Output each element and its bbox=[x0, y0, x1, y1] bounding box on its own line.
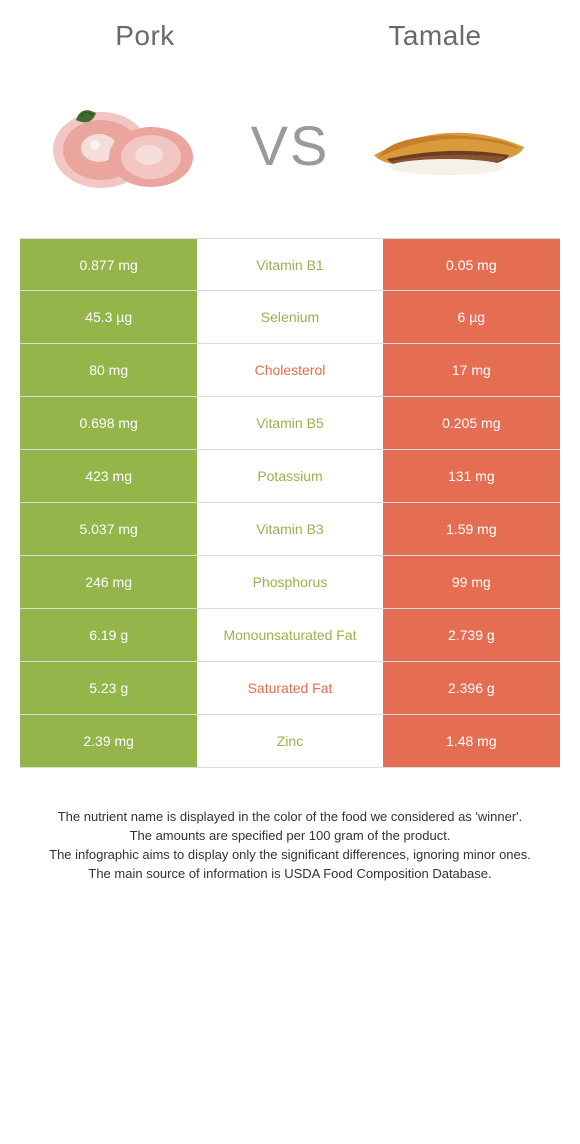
cell-right-value: 17 mg bbox=[383, 344, 560, 396]
cell-right-value: 99 mg bbox=[383, 556, 560, 608]
cell-nutrient-label: Saturated Fat bbox=[197, 662, 382, 714]
pork-icon bbox=[41, 85, 221, 205]
table-row: 5.037 mgVitamin B31.59 mg bbox=[20, 503, 560, 556]
food-right-image bbox=[347, 80, 550, 210]
cell-left-value: 45.3 µg bbox=[20, 291, 197, 343]
cell-nutrient-label: Monounsaturated Fat bbox=[197, 609, 382, 661]
footer-notes: The nutrient name is displayed in the co… bbox=[30, 808, 550, 883]
table-row: 5.23 gSaturated Fat2.396 g bbox=[20, 662, 560, 715]
table-row: 2.39 mgZinc1.48 mg bbox=[20, 715, 560, 768]
cell-right-value: 0.05 mg bbox=[383, 239, 560, 290]
table-row: 423 mgPotassium131 mg bbox=[20, 450, 560, 503]
footer-line: The infographic aims to display only the… bbox=[30, 846, 550, 865]
cell-nutrient-label: Cholesterol bbox=[197, 344, 382, 396]
cell-nutrient-label: Vitamin B3 bbox=[197, 503, 382, 555]
food-right-title: Tamale bbox=[388, 20, 481, 51]
cell-left-value: 423 mg bbox=[20, 450, 197, 502]
vs-row: VS bbox=[0, 70, 580, 238]
cell-nutrient-label: Vitamin B1 bbox=[197, 239, 382, 290]
cell-right-value: 131 mg bbox=[383, 450, 560, 502]
cell-left-value: 5.037 mg bbox=[20, 503, 197, 555]
food-left-image bbox=[30, 80, 233, 210]
cell-left-value: 0.877 mg bbox=[20, 239, 197, 290]
cell-nutrient-label: Selenium bbox=[197, 291, 382, 343]
table-row: 6.19 gMonounsaturated Fat2.739 g bbox=[20, 609, 560, 662]
cell-right-value: 1.59 mg bbox=[383, 503, 560, 555]
table-row: 45.3 µgSelenium6 µg bbox=[20, 291, 560, 344]
cell-nutrient-label: Potassium bbox=[197, 450, 382, 502]
table-row: 80 mgCholesterol17 mg bbox=[20, 344, 560, 397]
cell-left-value: 5.23 g bbox=[20, 662, 197, 714]
nutrient-table: 0.877 mgVitamin B10.05 mg45.3 µgSelenium… bbox=[20, 238, 560, 768]
cell-nutrient-label: Zinc bbox=[197, 715, 382, 767]
cell-right-value: 0.205 mg bbox=[383, 397, 560, 449]
cell-right-value: 2.396 g bbox=[383, 662, 560, 714]
title-row: Pork Tamale bbox=[0, 20, 580, 52]
cell-right-value: 6 µg bbox=[383, 291, 560, 343]
cell-nutrient-label: Phosphorus bbox=[197, 556, 382, 608]
cell-left-value: 246 mg bbox=[20, 556, 197, 608]
footer-line: The nutrient name is displayed in the co… bbox=[30, 808, 550, 827]
cell-right-value: 2.739 g bbox=[383, 609, 560, 661]
table-row: 246 mgPhosphorus99 mg bbox=[20, 556, 560, 609]
vs-label: VS bbox=[251, 113, 330, 178]
footer-line: The main source of information is USDA F… bbox=[30, 865, 550, 884]
food-left-title: Pork bbox=[115, 20, 175, 51]
cell-left-value: 0.698 mg bbox=[20, 397, 197, 449]
cell-left-value: 6.19 g bbox=[20, 609, 197, 661]
table-row: 0.698 mgVitamin B50.205 mg bbox=[20, 397, 560, 450]
table-row: 0.877 mgVitamin B10.05 mg bbox=[20, 238, 560, 291]
cell-left-value: 2.39 mg bbox=[20, 715, 197, 767]
footer-line: The amounts are specified per 100 gram o… bbox=[30, 827, 550, 846]
tamale-icon bbox=[359, 85, 539, 205]
cell-left-value: 80 mg bbox=[20, 344, 197, 396]
cell-right-value: 1.48 mg bbox=[383, 715, 560, 767]
cell-nutrient-label: Vitamin B5 bbox=[197, 397, 382, 449]
